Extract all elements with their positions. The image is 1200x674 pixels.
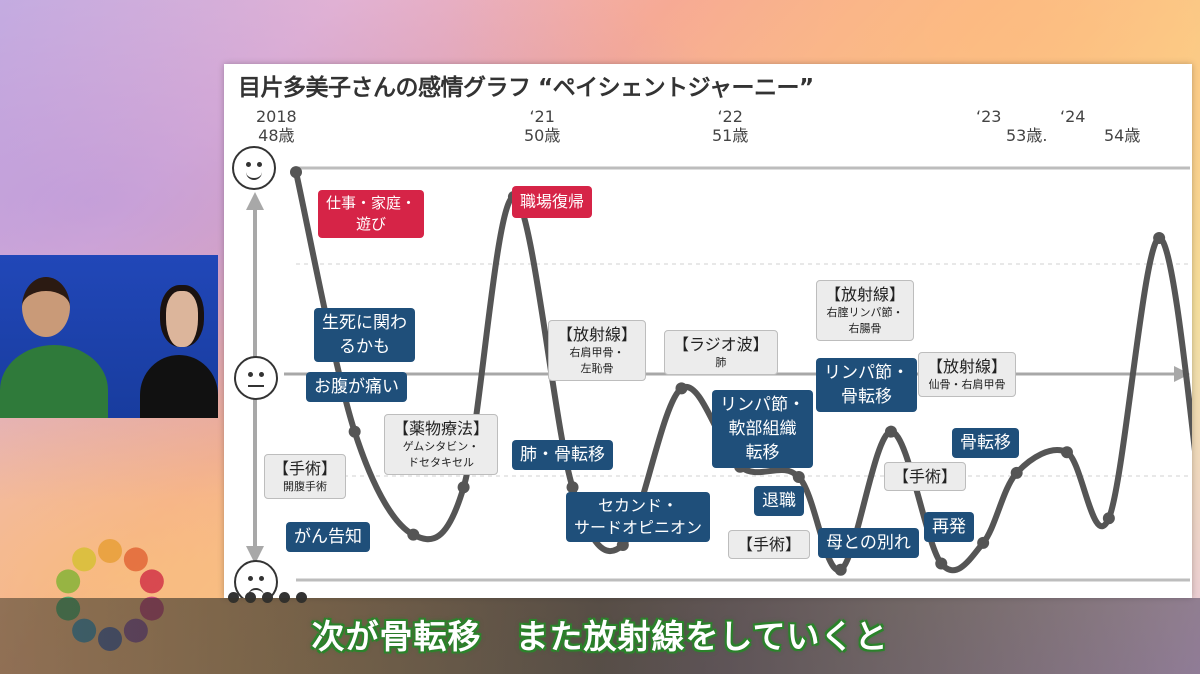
emotion-point-1 <box>348 425 361 438</box>
callout-mother: 母との別れ <box>818 528 919 558</box>
emotion-point-9 <box>792 471 805 483</box>
emotion-point-11 <box>884 425 897 438</box>
emotion-point-5 <box>566 481 579 494</box>
emotion-point-17 <box>1153 232 1166 245</box>
subtitle-bar <box>0 598 1200 674</box>
emotion-chart <box>246 166 1192 582</box>
logo-segment-8 <box>56 569 81 594</box>
logo-segment-2 <box>139 569 164 594</box>
callout-work-family: 仕事・家庭・ 遊び <box>318 190 425 238</box>
callout-lymph-soft: リンパ節・ 軟部組織 転移 <box>712 390 813 468</box>
emotion-point-3 <box>457 481 470 494</box>
emotion-point-7 <box>675 382 688 395</box>
crying-face-icon <box>234 560 278 598</box>
callout-lymph-bone: リンパ節・ 骨転移 <box>816 358 917 412</box>
presenter-left <box>0 345 108 418</box>
emotion-point-0 <box>290 166 302 179</box>
callout-retire: 退職 <box>754 486 804 516</box>
x-axis-arrowhead <box>1174 366 1190 382</box>
y-axis-arrow-up <box>246 192 264 210</box>
presenter-right <box>140 355 218 418</box>
logo-segment-9 <box>72 547 97 572</box>
prev-icon[interactable] <box>228 592 239 603</box>
y-axis-arrow-down <box>246 546 264 564</box>
callout-radiation1: 【放射線】 右肩甲骨・ 左恥骨 <box>548 320 647 381</box>
callout-drug: 【薬物療法】 ゲムシタビン・ ドセタキセル <box>384 414 499 475</box>
emotion-point-15 <box>1060 446 1073 459</box>
callout-surgery2: 【手術】 <box>728 530 811 559</box>
callout-bone-meta: 骨転移 <box>952 428 1019 458</box>
tick-24: ‘24 54歳 <box>1060 107 1141 145</box>
emotion-point-16 <box>1102 512 1115 525</box>
logo-segment-1 <box>123 547 148 572</box>
subtitle: 次が骨転移 また放射線をしていくと <box>311 617 889 656</box>
tick-2018: 2018 48歳 <box>256 107 297 145</box>
webcam-feed <box>0 255 218 418</box>
callout-surgery3: 【手術】 <box>884 462 967 491</box>
emotion-point-10 <box>834 563 847 576</box>
zoom-icon[interactable] <box>296 592 307 603</box>
callout-cancer: がん告知 <box>286 522 370 552</box>
emotion-point-12 <box>935 557 948 570</box>
tick-21: ‘21 50歳 <box>524 107 561 145</box>
callout-recurrence: 再発 <box>924 512 974 542</box>
callout-radiation3: 【放射線】 仙骨・右肩甲骨 <box>918 352 1017 397</box>
slides-icon[interactable] <box>279 592 290 603</box>
neutral-face-icon <box>234 356 278 400</box>
callout-second-opinion: セカンド・ サードオピニオン <box>566 492 711 542</box>
callout-life-death: 生死に関わ るかも <box>314 308 415 362</box>
pen-icon[interactable] <box>262 592 273 603</box>
logo-segment-0 <box>98 539 122 563</box>
callout-rfa: 【ラジオ波】 肺 <box>664 330 778 375</box>
slide: 目片多美子さんの感情グラフ “ペイシェントジャーニー” 2018 48歳 ‘21 5… <box>224 64 1192 598</box>
callout-return-work: 職場復帰 <box>512 186 593 218</box>
callout-radiation2: 【放射線】 右腟リンパ節・ 右腸骨 <box>816 280 915 341</box>
tick-22: ‘22 51歳 <box>712 107 749 145</box>
next-icon[interactable] <box>245 592 256 603</box>
emotion-point-14 <box>1010 466 1023 479</box>
slide-title: 目片多美子さんの感情グラフ “ペイシェントジャーニー” <box>238 75 814 101</box>
callout-lung-meta: 肺・骨転移 <box>512 440 613 470</box>
callout-surgery1: 【手術】 開腹手術 <box>264 454 347 499</box>
presenter-left-head <box>22 277 70 337</box>
callout-stomach: お腹が痛い <box>306 372 407 402</box>
emotion-point-13 <box>977 536 990 549</box>
smile-face-icon <box>232 146 276 190</box>
tick-23: ‘23 53歳. <box>976 107 1048 145</box>
emotion-point-2 <box>407 528 420 541</box>
player-toolbar[interactable] <box>228 592 307 606</box>
presenter-right-head <box>160 285 204 347</box>
